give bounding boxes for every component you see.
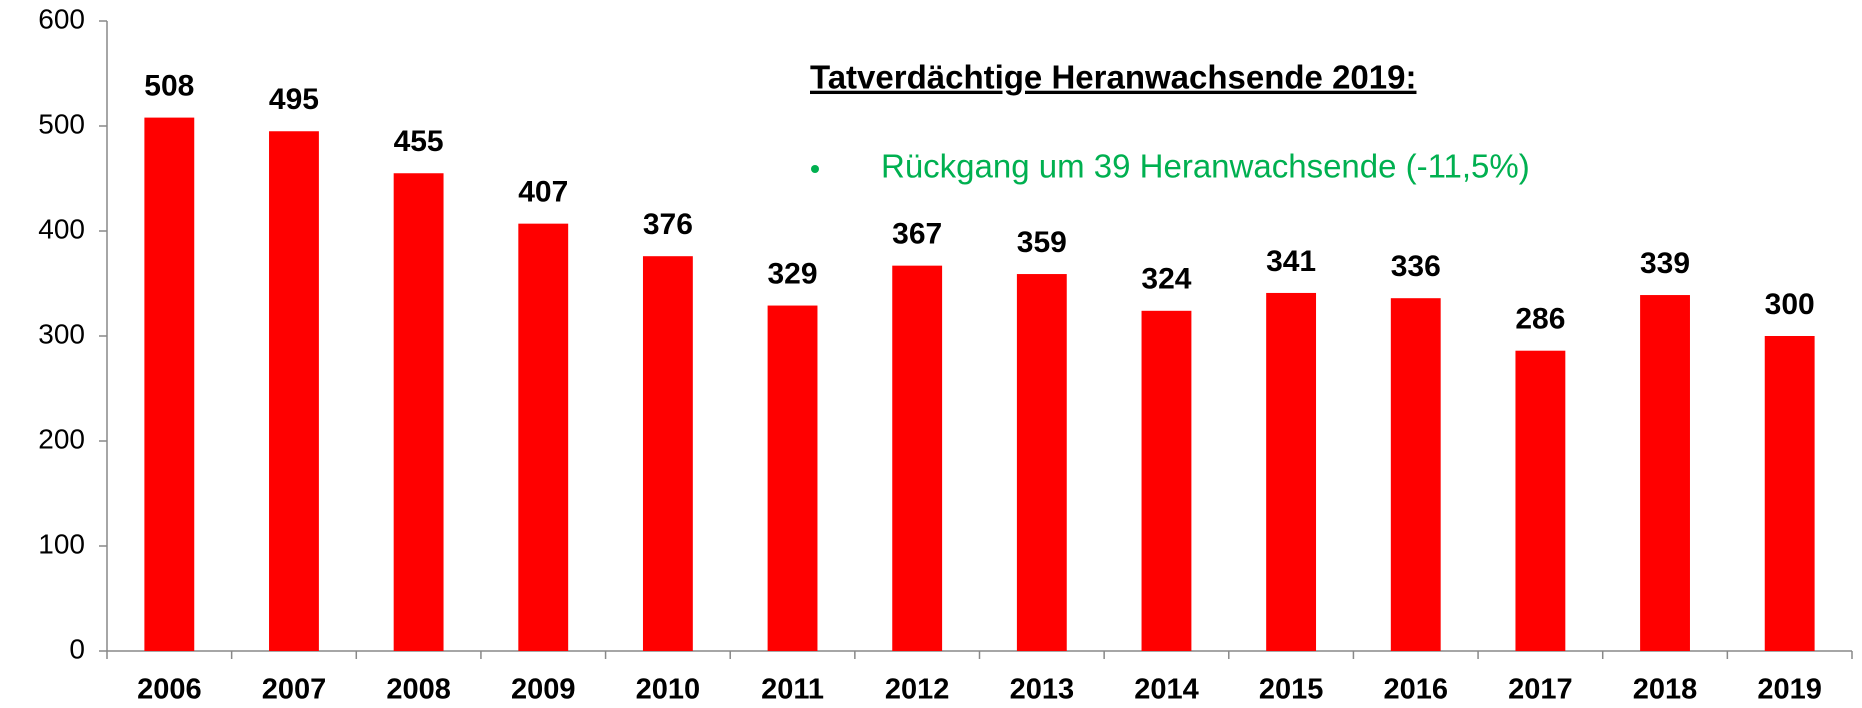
bar <box>1515 350 1566 651</box>
value-label: 376 <box>643 208 693 241</box>
bar <box>767 305 818 651</box>
y-tick-label: 500 <box>38 108 85 139</box>
value-label: 455 <box>394 125 444 158</box>
y-tick-label: 300 <box>38 318 85 349</box>
bar <box>518 223 569 651</box>
bar <box>642 256 693 651</box>
bar <box>892 265 943 651</box>
x-tick-label: 2013 <box>1010 674 1075 706</box>
y-tick-label: 600 <box>38 3 85 34</box>
x-tick-label: 2009 <box>511 674 576 706</box>
x-tick-label: 2015 <box>1259 674 1324 706</box>
value-label: 367 <box>892 218 942 251</box>
value-label: 407 <box>518 176 568 209</box>
value-label: 495 <box>269 83 319 116</box>
value-label: 339 <box>1640 247 1690 280</box>
bullet <box>811 165 819 173</box>
x-tick-label: 2006 <box>137 674 202 706</box>
x-tick-label: 2012 <box>885 674 950 706</box>
x-tick-label: 2008 <box>386 674 451 706</box>
y-tick-label: 100 <box>38 528 85 559</box>
bar <box>1266 292 1317 651</box>
value-label: 324 <box>1141 263 1191 296</box>
x-tick-label: 2019 <box>1757 674 1822 706</box>
x-tick-label: 2007 <box>262 674 327 706</box>
bar <box>269 131 319 651</box>
bar <box>144 117 195 652</box>
bar <box>1764 336 1815 651</box>
value-label: 341 <box>1266 245 1316 278</box>
bar <box>1016 274 1067 651</box>
bar <box>1141 310 1192 651</box>
value-label: 508 <box>144 70 194 103</box>
annotation: Rückgang um 39 Heranwachsende (-11,5%) <box>881 148 1530 185</box>
y-tick-label: 200 <box>38 423 85 454</box>
value-label: 300 <box>1765 288 1815 321</box>
bar <box>1390 298 1441 651</box>
x-tick-label: 2014 <box>1134 674 1199 706</box>
bar <box>1640 295 1690 651</box>
y-tick-label: 0 <box>69 633 85 664</box>
x-tick-label: 2011 <box>761 674 824 706</box>
y-tick-label: 400 <box>38 213 85 244</box>
bar <box>393 173 444 651</box>
x-tick-label: 2018 <box>1633 674 1698 706</box>
x-tick-label: 2017 <box>1508 674 1573 706</box>
x-tick-label: 2010 <box>636 674 701 706</box>
annotation-title: Tatverdächtige Heranwachsende 2019: <box>810 59 1416 96</box>
value-label: 336 <box>1391 250 1441 283</box>
value-label: 359 <box>1017 226 1067 259</box>
value-label: 286 <box>1515 303 1565 336</box>
x-tick-label: 2016 <box>1383 674 1448 706</box>
value-label: 329 <box>768 257 818 290</box>
